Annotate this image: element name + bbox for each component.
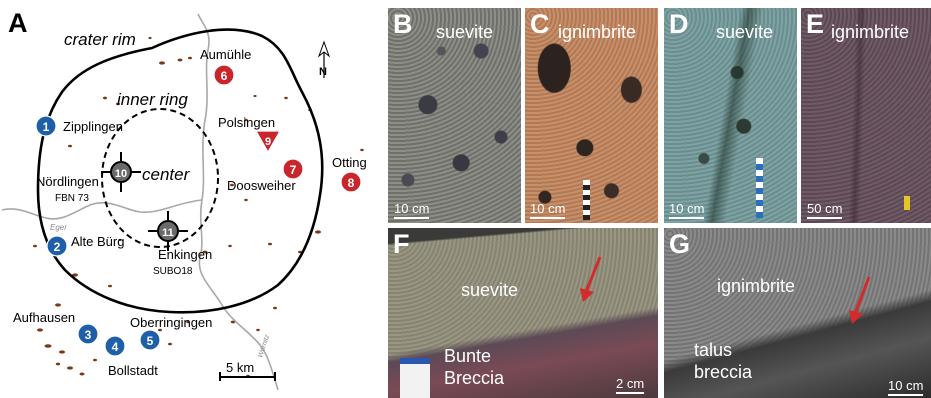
inner-ring-label: inner ring	[117, 90, 188, 109]
center-label: center	[142, 165, 191, 184]
map-scale-label: 5 km	[226, 360, 254, 375]
site-3-name: Aufhausen	[13, 310, 75, 325]
site-9: 9 Polsingen	[218, 115, 282, 154]
river-eger-label: Eger	[50, 223, 67, 232]
svg-text:9: 9	[265, 136, 271, 148]
site-5: 5 Oberringingen	[130, 315, 212, 351]
site-4: 4 Bollstadt	[104, 335, 158, 378]
photo-f-scale: 2 cm	[616, 376, 645, 394]
rivers	[1, 13, 279, 391]
arrow-icon	[849, 276, 871, 324]
svg-text:4: 4	[112, 340, 119, 354]
photo-panel-g: G ignimbrite talus breccia 10 cm	[664, 228, 931, 398]
site-10: 10 Nördlingen FBN 73	[36, 152, 141, 204]
photo-panel-d: D suevite 10 cm	[664, 8, 797, 223]
photo-e-title: ignimbrite	[831, 22, 910, 42]
svg-text:7: 7	[290, 163, 297, 177]
panel-label-e: E	[806, 9, 825, 39]
photo-g-scale: 10 cm	[888, 378, 924, 396]
svg-text:2: 2	[54, 240, 61, 254]
scale-card-icon	[400, 358, 430, 398]
photo-c-title: ignimbrite	[558, 22, 637, 42]
photo-e-scale: 50 cm	[807, 201, 843, 219]
photo-d-title: suevite	[716, 22, 774, 42]
site-3: 3 Aufhausen	[13, 310, 99, 345]
north-label: N	[319, 66, 327, 78]
photo-panel-c: C ignimbrite 10 cm	[525, 8, 658, 223]
photo-d-scale: 10 cm	[669, 201, 705, 219]
svg-text:10: 10	[115, 168, 127, 180]
svg-text:1: 1	[43, 120, 50, 134]
map-scale-bar: 5 km	[219, 360, 276, 381]
photo-g-lower-1: talus	[694, 340, 733, 360]
ejecta-deposits	[33, 36, 364, 378]
crater-map: Eger Wörnitz A crater rim inner ring cen…	[1, 8, 367, 391]
site-2-name: Alte Bürg	[71, 234, 124, 249]
photo-panel-f: F suevite Bunte Breccia 2 cm	[388, 228, 658, 398]
site-11: 11 Enkingen SUBO18	[148, 211, 212, 277]
svg-text:11: 11	[162, 227, 174, 239]
site-1: 1 Zipplingen	[35, 115, 123, 137]
photo-f-title: suevite	[461, 280, 519, 300]
photo-panel-b: B suevite 10 cm	[388, 8, 521, 223]
site-7: 7 Doosweiher	[227, 158, 304, 193]
photo-g-lower-2: breccia	[694, 362, 753, 382]
svg-text:6: 6	[221, 69, 228, 83]
site-7-name: Doosweiher	[227, 178, 296, 193]
arrow-icon	[580, 256, 602, 302]
photo-f-lower-2: Breccia	[444, 368, 505, 388]
svg-text:3: 3	[85, 328, 92, 342]
site-9-name: Polsingen	[218, 115, 275, 130]
site-10-sub: FBN 73	[55, 193, 89, 204]
svg-text:5: 5	[147, 334, 154, 348]
site-2: 2 Alte Bürg	[46, 234, 124, 257]
site-6: 6 Aumühle	[200, 47, 251, 86]
photo-b-scale: 10 cm	[394, 201, 430, 219]
site-11-name: Enkingen	[158, 247, 212, 262]
site-8-name: Otting	[332, 155, 367, 170]
scale-stick-icon	[583, 180, 590, 220]
panel-label-b: B	[393, 9, 413, 39]
site-11-sub: SUBO18	[153, 266, 193, 277]
inner-ring-line	[101, 108, 219, 248]
panel-label-a: A	[8, 8, 28, 38]
photo-b-title: suevite	[436, 22, 494, 42]
river-wornitz-label: Wörnitz	[257, 333, 271, 358]
photo-panel-e: E ignimbrite 50 cm	[801, 8, 931, 223]
svg-text:8: 8	[348, 176, 355, 190]
panel-label-g: G	[669, 229, 691, 259]
north-arrow-icon: N	[317, 40, 331, 78]
panel-label-f: F	[393, 229, 410, 259]
site-5-name: Oberringingen	[130, 315, 212, 330]
site-10-name: Nördlingen	[36, 174, 99, 189]
scale-marker-icon	[904, 196, 910, 210]
site-4-name: Bollstadt	[108, 363, 158, 378]
photo-g-title: ignimbrite	[717, 276, 796, 296]
site-8: 8 Otting	[332, 155, 367, 193]
photo-c-scale: 10 cm	[530, 201, 566, 219]
panel-label-d: D	[669, 9, 689, 39]
site-6-name: Aumühle	[200, 47, 251, 62]
panel-label-c: C	[530, 9, 550, 39]
photo-f-lower-1: Bunte	[444, 346, 492, 366]
scale-stick-icon	[756, 158, 763, 218]
crater-rim-label: crater rim	[64, 30, 136, 49]
site-1-name: Zipplingen	[63, 119, 123, 134]
